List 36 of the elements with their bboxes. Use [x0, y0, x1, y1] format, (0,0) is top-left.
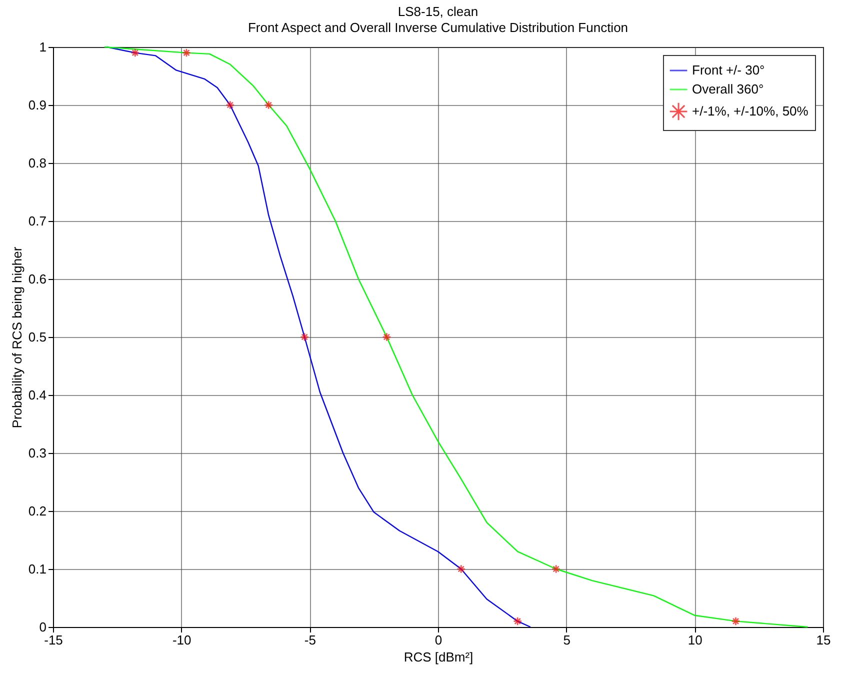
legend-label: Front +/- 30° [692, 62, 765, 78]
y-tick-label: 0.7 [28, 214, 46, 228]
x-tick-label: -5 [304, 632, 316, 648]
point [130, 48, 140, 58]
point [552, 564, 561, 574]
x-axis-title: RCS [dBm²] [404, 650, 474, 664]
x-tick-label: 5 [563, 632, 570, 648]
x-tick-label: 10 [688, 632, 702, 648]
point [182, 48, 191, 58]
y-axis-title: Probability of RCS being higher [9, 246, 24, 428]
point [456, 564, 466, 574]
point [226, 100, 235, 110]
y-tick-label: 0.5 [28, 330, 46, 344]
y-tick-label: 0.2 [28, 504, 46, 518]
y-tick-label: 0.6 [28, 272, 46, 286]
y-tick-label: 0.3 [28, 446, 46, 460]
point [731, 616, 740, 626]
y-tick-label: 0.1 [28, 562, 46, 576]
y-tick-label: 0.8 [28, 156, 46, 170]
x-tick-label: -15 [44, 632, 63, 648]
x-tick-label: 15 [816, 632, 831, 648]
x-tick-label: -10 [172, 632, 192, 648]
point [300, 332, 310, 342]
chart-subtitle: Front Aspect and Overall Inverse Cumulative Distribution Function [248, 20, 628, 35]
point [382, 332, 392, 342]
line-series [104, 46, 808, 628]
chart-title: LS8-15, clean [398, 4, 478, 19]
legend-label: +/-1%, +/-10%, 50% [692, 104, 809, 118]
y-tick-label: 0.9 [28, 98, 46, 112]
point [264, 100, 274, 110]
y-tick-label: 0 [39, 620, 46, 634]
y-tick-label: 0.4 [28, 388, 46, 402]
legend-label: Overall 360° [692, 82, 764, 96]
x-tick-label: 0 [434, 632, 442, 648]
point [513, 616, 522, 626]
y-tick-label: 1 [39, 40, 46, 54]
